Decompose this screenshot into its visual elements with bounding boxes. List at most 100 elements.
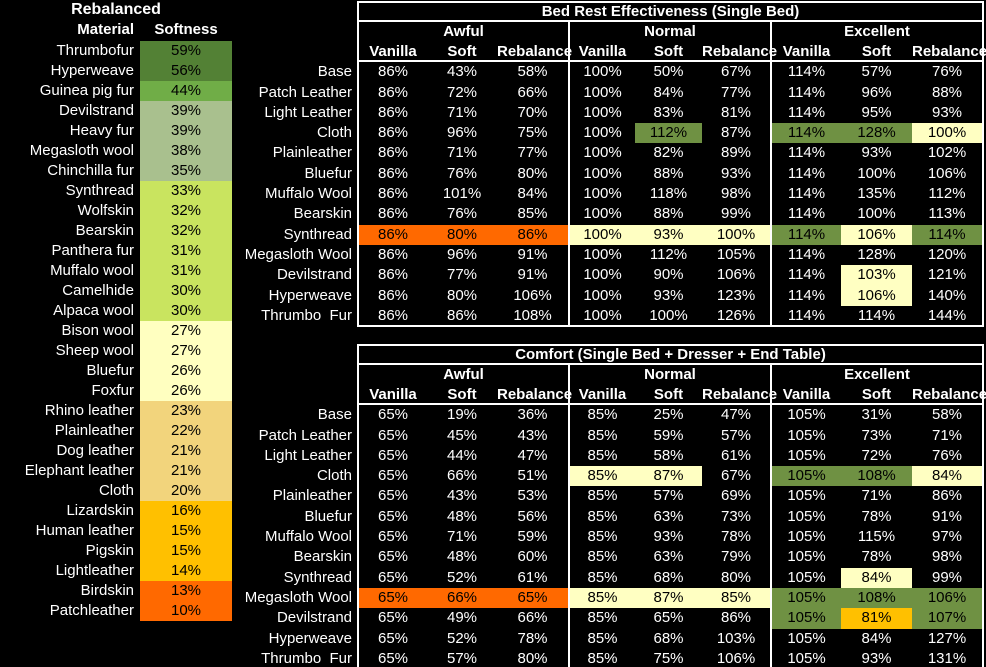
quality-header: Excellent	[770, 365, 984, 385]
value-cell: 52%	[446, 568, 478, 586]
value-cell: 105%	[770, 425, 841, 446]
softness-row: Plainleather 22%	[0, 421, 232, 441]
row-label: Base	[317, 406, 352, 424]
material-label: Devilstrand	[58, 102, 134, 119]
material-label: Sheep wool	[55, 342, 134, 359]
series-header: Soft	[841, 42, 912, 62]
value-cell: 100%	[568, 204, 635, 225]
value-cell: 47%	[720, 406, 752, 424]
value-cell: 100%	[568, 62, 635, 83]
value-cell: 105%	[716, 245, 756, 263]
value-cell: 114%	[770, 163, 841, 185]
value-cell: 100%	[568, 143, 635, 164]
row-label: Muffalo Wool	[265, 528, 352, 546]
value-cell: 106%	[841, 285, 912, 306]
material-label: Heavy fur	[69, 122, 134, 139]
value-cell: 48%	[446, 548, 478, 566]
value-cell: 76%	[446, 205, 478, 223]
softness-value-cell: 44%	[140, 81, 232, 101]
table-row: Light Leather 65% 44% 47% 85% 58% 61% 105% 72% 76…	[225, 445, 984, 467]
value-cell: 90%	[653, 266, 684, 284]
softness-value-cell: 39%	[140, 101, 232, 121]
series-header: Rebalance	[912, 42, 986, 62]
value-cell: 65%	[357, 567, 427, 588]
value-cell: 98%	[720, 185, 752, 203]
value-cell: 44%	[446, 446, 478, 464]
value-cell: 65%	[357, 425, 427, 446]
value-cell: 31%	[861, 406, 892, 424]
value-cell: 121%	[912, 265, 984, 286]
value-cell: 86%	[357, 204, 427, 225]
value-cell: 80%	[517, 164, 548, 182]
material-label: Pigskin	[85, 542, 134, 559]
value-cell: 99%	[720, 205, 752, 223]
value-cell: 65%	[357, 506, 427, 528]
value-cell: 105%	[770, 445, 841, 467]
value-cell: 100%	[857, 164, 896, 182]
value-cell: 66%	[517, 609, 548, 627]
row-label: Hyperweave	[268, 286, 352, 304]
softness-value-cell: 39%	[140, 121, 232, 141]
table-row: Thrumbo Fur 65% 57% 80% 85% 75% 106% 105% 93% 131…	[225, 648, 984, 667]
value-cell: 36%	[517, 406, 548, 424]
value-cell: 100%	[568, 163, 635, 185]
softness-row: Elephant leather 21%	[0, 461, 232, 481]
row-label: Bearskin	[293, 548, 352, 566]
table-grid: Awful Normal Excellent Vanilla Soft Rebalance…	[225, 22, 986, 327]
value-cell: 57%	[427, 649, 497, 667]
material-column-header: Material	[77, 21, 134, 38]
row-label: Hyperweave	[268, 629, 352, 647]
value-cell: 91%	[517, 245, 548, 263]
value-cell: 43%	[446, 487, 478, 505]
value-cell: 53%	[517, 487, 548, 505]
value-cell: 100%	[568, 224, 635, 245]
value-cell: 85%	[568, 425, 635, 446]
value-cell: 86%	[357, 184, 427, 205]
value-cell: 135%	[857, 185, 896, 203]
value-cell: 112%	[912, 184, 984, 205]
series-header: Soft	[635, 385, 702, 405]
value-cell: 102%	[912, 143, 984, 164]
quality-header: Excellent	[770, 22, 984, 42]
value-cell: 47%	[517, 446, 548, 464]
softness-row: Camelhide 30%	[0, 281, 232, 301]
value-cell: 86%	[357, 285, 427, 306]
value-cell: 43%	[446, 63, 478, 81]
value-cell: 77%	[517, 144, 548, 162]
value-cell: 100%	[568, 285, 635, 306]
softness-row: Lizardskin 16%	[0, 501, 232, 521]
value-cell: 97%	[912, 527, 984, 548]
material-label: Foxfur	[91, 382, 134, 399]
value-cell: 79%	[720, 548, 752, 566]
value-cell: 77%	[720, 83, 752, 101]
softness-value-cell: 33%	[140, 181, 232, 201]
header-spacer	[225, 385, 357, 405]
value-cell: 108%	[841, 466, 912, 487]
value-cell: 85%	[702, 587, 770, 609]
table-row: Hyperweave 86% 80% 106% 100% 93% 123% 114% 106% 1…	[225, 285, 984, 306]
row-label: Megasloth Wool	[244, 245, 352, 263]
value-cell: 96%	[446, 245, 478, 263]
material-label: Guinea pig fur	[39, 82, 134, 99]
row-label: Plainleather	[272, 487, 352, 505]
series-header: Soft	[635, 42, 702, 62]
value-cell: 91%	[517, 266, 548, 284]
softness-value-cell: 30%	[140, 281, 232, 301]
material-label: Panthera fur	[51, 242, 134, 259]
value-cell: 85%	[568, 506, 635, 528]
quality-header: Awful	[357, 22, 568, 42]
value-cell: 108%	[497, 306, 568, 327]
row-label: Bluefur	[304, 507, 352, 525]
value-cell: 100%	[702, 224, 770, 245]
table-row: Hyperweave 65% 52% 78% 85% 68% 103% 105% 84% 127%	[225, 628, 984, 649]
row-label: Bearskin	[293, 205, 352, 223]
value-cell: 70%	[517, 103, 548, 121]
material-label: Thrumbofur	[56, 42, 134, 59]
softness-value-cell: 32%	[140, 201, 232, 221]
value-cell: 45%	[446, 426, 478, 444]
value-cell: 86%	[357, 123, 427, 144]
softness-row: Rhino leather 23%	[0, 401, 232, 421]
value-cell: 25%	[653, 406, 684, 424]
value-cell: 120%	[912, 244, 984, 266]
value-cell: 82%	[653, 144, 684, 162]
